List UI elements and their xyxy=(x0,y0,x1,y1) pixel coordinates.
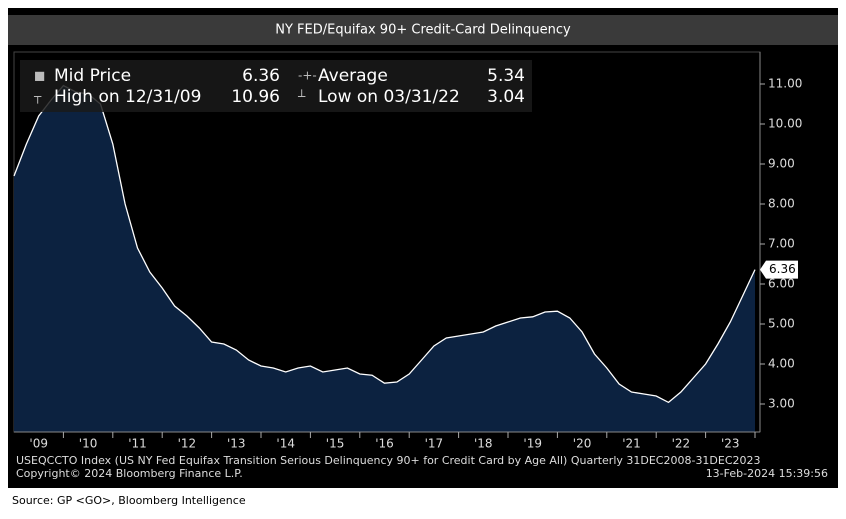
y-tick-label: 9.00 xyxy=(768,157,795,171)
x-tick-label: '21 xyxy=(622,437,641,451)
x-tick-label: '19 xyxy=(523,437,542,451)
legend-icon: -+- xyxy=(298,69,317,83)
x-tick-label: '18 xyxy=(474,437,493,451)
y-tick-label: 11.00 xyxy=(768,77,802,91)
x-tick-label: '17 xyxy=(425,437,444,451)
x-tick-label: '14 xyxy=(276,437,295,451)
legend-value: 6.36 xyxy=(242,66,280,86)
legend-value: 3.04 xyxy=(487,87,525,107)
legend-label: High on 12/31/09 xyxy=(54,87,201,107)
area-fill xyxy=(14,85,755,432)
x-tick-label: '16 xyxy=(375,437,394,451)
y-tick-label: 4.00 xyxy=(768,357,795,371)
last-value-label: 6.36 xyxy=(769,262,796,276)
source: Source: GP <GO>, Bloomberg Intelligence xyxy=(12,494,246,507)
footer-description: USEQCCTO Index (US NY Fed Equifax Transi… xyxy=(16,454,761,467)
legend-icon: ┬ xyxy=(33,90,42,104)
legend-label: Low on 03/31/22 xyxy=(318,87,460,107)
legend-value: 5.34 xyxy=(487,66,525,86)
x-tick-label: '10 xyxy=(79,437,98,451)
y-tick-label: 5.00 xyxy=(768,317,795,331)
timestamp: 13-Feb-2024 15:39:56 xyxy=(706,467,828,480)
legend-icon: ┴ xyxy=(297,89,306,104)
y-tick-label: 3.00 xyxy=(768,397,795,411)
x-tick-label: '23 xyxy=(721,437,740,451)
legend-value: 10.96 xyxy=(231,87,280,107)
legend: ■ Mid Price 6.36 -+- Average 5.34 ┬ High on 12/… xyxy=(33,66,525,107)
y-tick-label: 10.00 xyxy=(768,117,802,131)
last-value-tag xyxy=(760,260,798,279)
legend-label: Average xyxy=(318,66,388,86)
x-tick-label: '09 xyxy=(29,437,48,451)
legend-box xyxy=(20,60,532,112)
x-tick-label: '22 xyxy=(672,437,691,451)
chart-title: NY FED/Equifax 90+ Credit-Card Delinquen… xyxy=(275,23,571,38)
line xyxy=(13,84,756,404)
x-tick-label: '12 xyxy=(178,437,197,451)
x-tick-label: '11 xyxy=(128,437,147,451)
legend-icon: ■ xyxy=(34,69,45,83)
y-tick-label: 6.00 xyxy=(768,277,795,291)
x-tick-label: '20 xyxy=(573,437,592,451)
x-tick-label: '13 xyxy=(227,437,246,451)
y-tick-label: 8.00 xyxy=(768,197,795,211)
copyright: Copyright© 2024 Bloomberg Finance L.P. xyxy=(16,467,243,480)
plot xyxy=(13,84,756,432)
legend-label: Mid Price xyxy=(54,66,131,86)
title-bar xyxy=(8,15,838,45)
x-tick-label: '15 xyxy=(326,437,345,451)
y-tick-label: 7.00 xyxy=(768,237,795,251)
